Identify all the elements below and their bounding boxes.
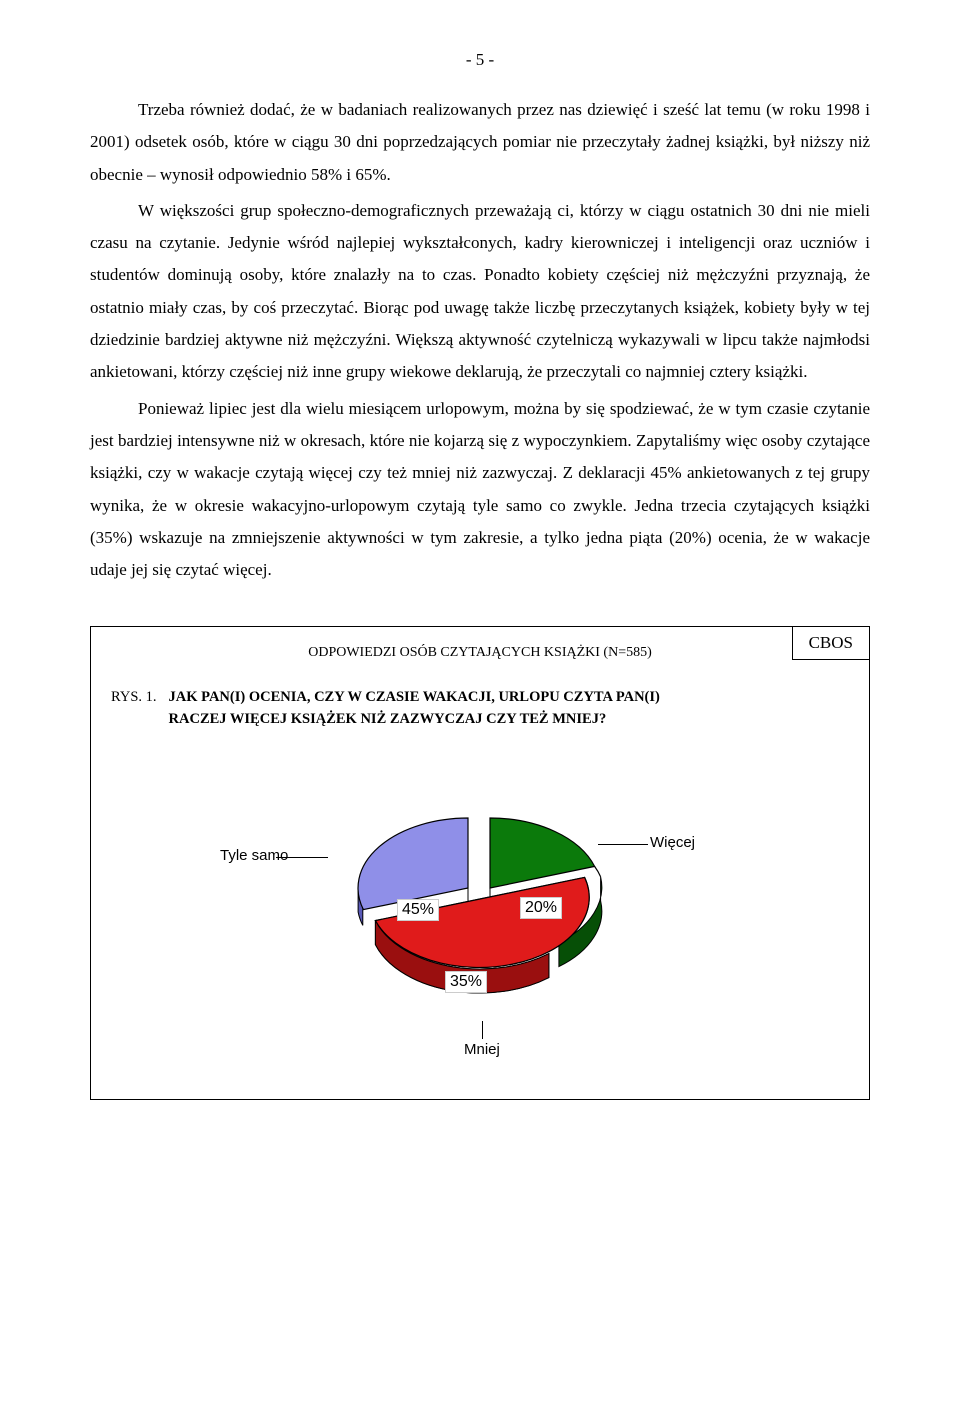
leader-wiecej (598, 844, 648, 845)
label-mniej: Mniej (464, 1041, 500, 1058)
rys-question: JAK PAN(I) OCENIA, CZY W CZASIE WAKACJI,… (169, 687, 660, 731)
pie-chart: Tyle samo Więcej Mniej 45% 20% 35% (220, 749, 740, 1069)
chart-frame: ODPOWIEDZI OSÓB CZYTAJĄCYCH KSIĄŻKI (N=5… (90, 626, 870, 1100)
label-wiecej: Więcej (650, 834, 695, 851)
page: - 5 - Trzeba również dodać, że w badania… (0, 0, 960, 1140)
pct-tylesamo: 45% (397, 899, 439, 921)
page-number: - 5 - (90, 50, 870, 70)
leader-mniej (482, 1021, 483, 1039)
rys-text-line2: RACZEJ WIĘCEJ KSIĄŻEK NIŻ ZAZWYCZAJ CZY … (169, 711, 607, 727)
pie-slice-purple (358, 818, 468, 910)
pie-slice-green (490, 818, 595, 888)
paragraph-3: Ponieważ lipiec jest dla wielu miesiącem… (90, 393, 870, 587)
pct-wiecej: 20% (520, 897, 562, 919)
rys-line: RYS. 1. JAK PAN(I) OCENIA, CZY W CZASIE … (111, 687, 849, 731)
chart-subtitle: ODPOWIEDZI OSÓB CZYTAJĄCYCH KSIĄŻKI (N=5… (111, 645, 849, 661)
cbos-badge: CBOS (792, 626, 870, 660)
label-tylesamo: Tyle samo (220, 847, 288, 864)
pie-edge-green (595, 866, 601, 876)
rys-label: RYS. 1. (111, 687, 169, 731)
pct-mniej: 35% (445, 971, 487, 993)
paragraph-2: W większości grup społeczno-demograficzn… (90, 195, 870, 389)
rys-text-line1: JAK PAN(I) OCENIA, CZY W CZASIE WAKACJI,… (169, 689, 660, 705)
paragraph-1: Trzeba również dodać, że w badaniach rea… (90, 94, 870, 191)
